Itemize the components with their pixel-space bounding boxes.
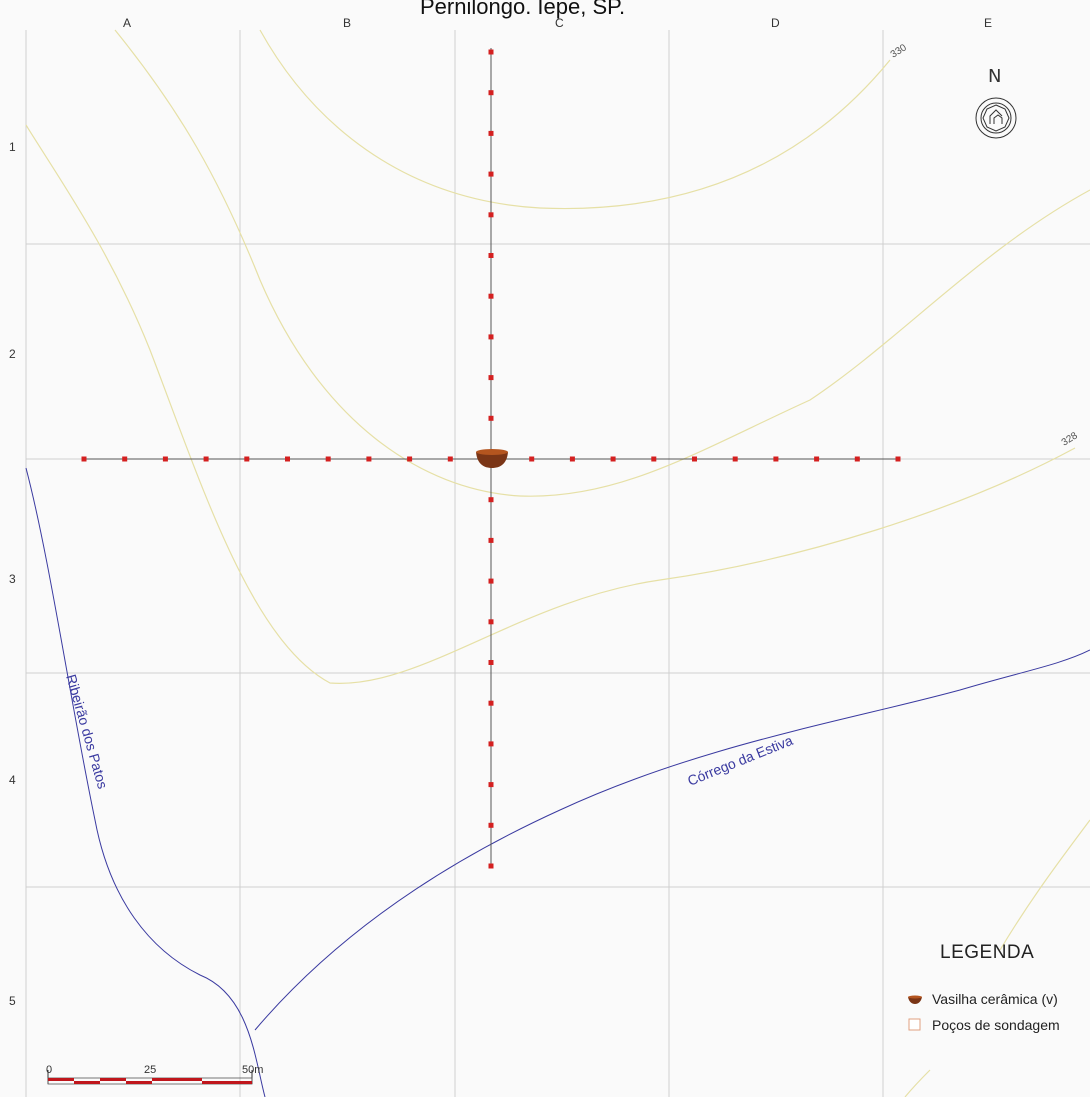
ceramic-vessel-icon <box>476 449 508 468</box>
test-pit-marker <box>122 456 128 462</box>
test-pit-marker <box>488 578 494 584</box>
test-pit-marker <box>488 171 494 177</box>
grid-column-label: A <box>123 16 132 30</box>
test-pit-marker <box>488 293 494 299</box>
test-pit-marker <box>488 741 494 747</box>
test-pit-marker <box>488 782 494 788</box>
test-pit-marker <box>407 456 413 462</box>
streams <box>25 467 1090 1097</box>
test-pit-marker <box>488 700 494 706</box>
test-pit-marker <box>488 497 494 503</box>
legend-item-label: Poços de sondagem <box>932 1017 1060 1033</box>
test-pit-marker <box>529 456 535 462</box>
test-pit-marker <box>773 456 779 462</box>
test-pit-marker <box>895 456 901 462</box>
legend-item-label: Vasilha cerâmica (v) <box>932 991 1058 1007</box>
test-pit-marker <box>488 537 494 543</box>
test-pit-marker <box>488 619 494 625</box>
scale-label: 50m <box>242 1064 264 1076</box>
contour-line <box>904 1069 931 1097</box>
grid-row-label: 3 <box>9 572 16 586</box>
contour-lines <box>25 29 1090 1097</box>
test-pit-marker <box>488 334 494 340</box>
test-pit-marker <box>488 130 494 136</box>
contour-line <box>259 29 891 210</box>
test-pit-marker <box>366 456 372 462</box>
legend-item: Poços de sondagem <box>906 1016 1060 1034</box>
test-pit-marker <box>854 456 860 462</box>
test-pits <box>81 49 901 869</box>
scale-label: 0 <box>46 1064 53 1076</box>
map-title: Pernilongo. Iepe, SP. <box>420 0 626 19</box>
grid-row-label: 5 <box>9 994 16 1008</box>
grid-column-label: D <box>771 16 780 30</box>
grid-row-label: 1 <box>9 140 16 154</box>
scale-bar <box>47 1070 253 1085</box>
test-pit-marker <box>244 456 250 462</box>
grid-column-label: B <box>343 16 352 30</box>
test-pit-marker <box>488 863 494 869</box>
test-pit-marker <box>488 90 494 96</box>
test-pit-marker <box>651 456 657 462</box>
test-pit-marker <box>488 49 494 55</box>
test-pit-marker <box>488 660 494 665</box>
test-pit-marker <box>325 456 331 462</box>
grid-column-label: C <box>555 16 564 30</box>
contour-line <box>25 124 1076 684</box>
test-pit-marker <box>162 456 168 462</box>
legend-title: LEGENDA <box>940 942 1035 963</box>
test-pit-marker <box>488 375 494 381</box>
grid-row-label: 2 <box>9 347 16 361</box>
test-pit-marker <box>447 456 453 462</box>
contour-line <box>999 819 1090 951</box>
grid-column-label: E <box>984 16 993 30</box>
contour-line <box>114 29 1090 497</box>
compass-rose-icon <box>975 97 1017 139</box>
test-pit-marker <box>569 456 575 462</box>
north-letter: N <box>988 66 1002 87</box>
test-pit-marker <box>203 456 209 462</box>
stream-corrego-da-estiva <box>254 649 1090 1031</box>
test-pit-marker <box>732 456 738 462</box>
test-pit-marker <box>692 456 697 462</box>
scale-label: 25 <box>144 1064 157 1076</box>
test-pit-marker <box>488 212 494 218</box>
test-pit-marker <box>488 415 494 421</box>
test-pit-marker <box>814 456 820 462</box>
legend-item: Vasilha cerâmica (v) <box>906 990 1058 1008</box>
ceramic-vessel-icon <box>906 992 924 1006</box>
stream-ribeirao-dos-patos <box>25 467 266 1097</box>
test-pit-marker <box>488 822 494 828</box>
test-pit-marker <box>488 253 494 258</box>
test-pit-marker <box>610 456 616 462</box>
test-pit-marker <box>81 456 87 462</box>
test-pit-square-icon <box>906 1018 924 1032</box>
test-pit-marker <box>285 456 290 462</box>
grid-row-label: 4 <box>9 773 16 787</box>
